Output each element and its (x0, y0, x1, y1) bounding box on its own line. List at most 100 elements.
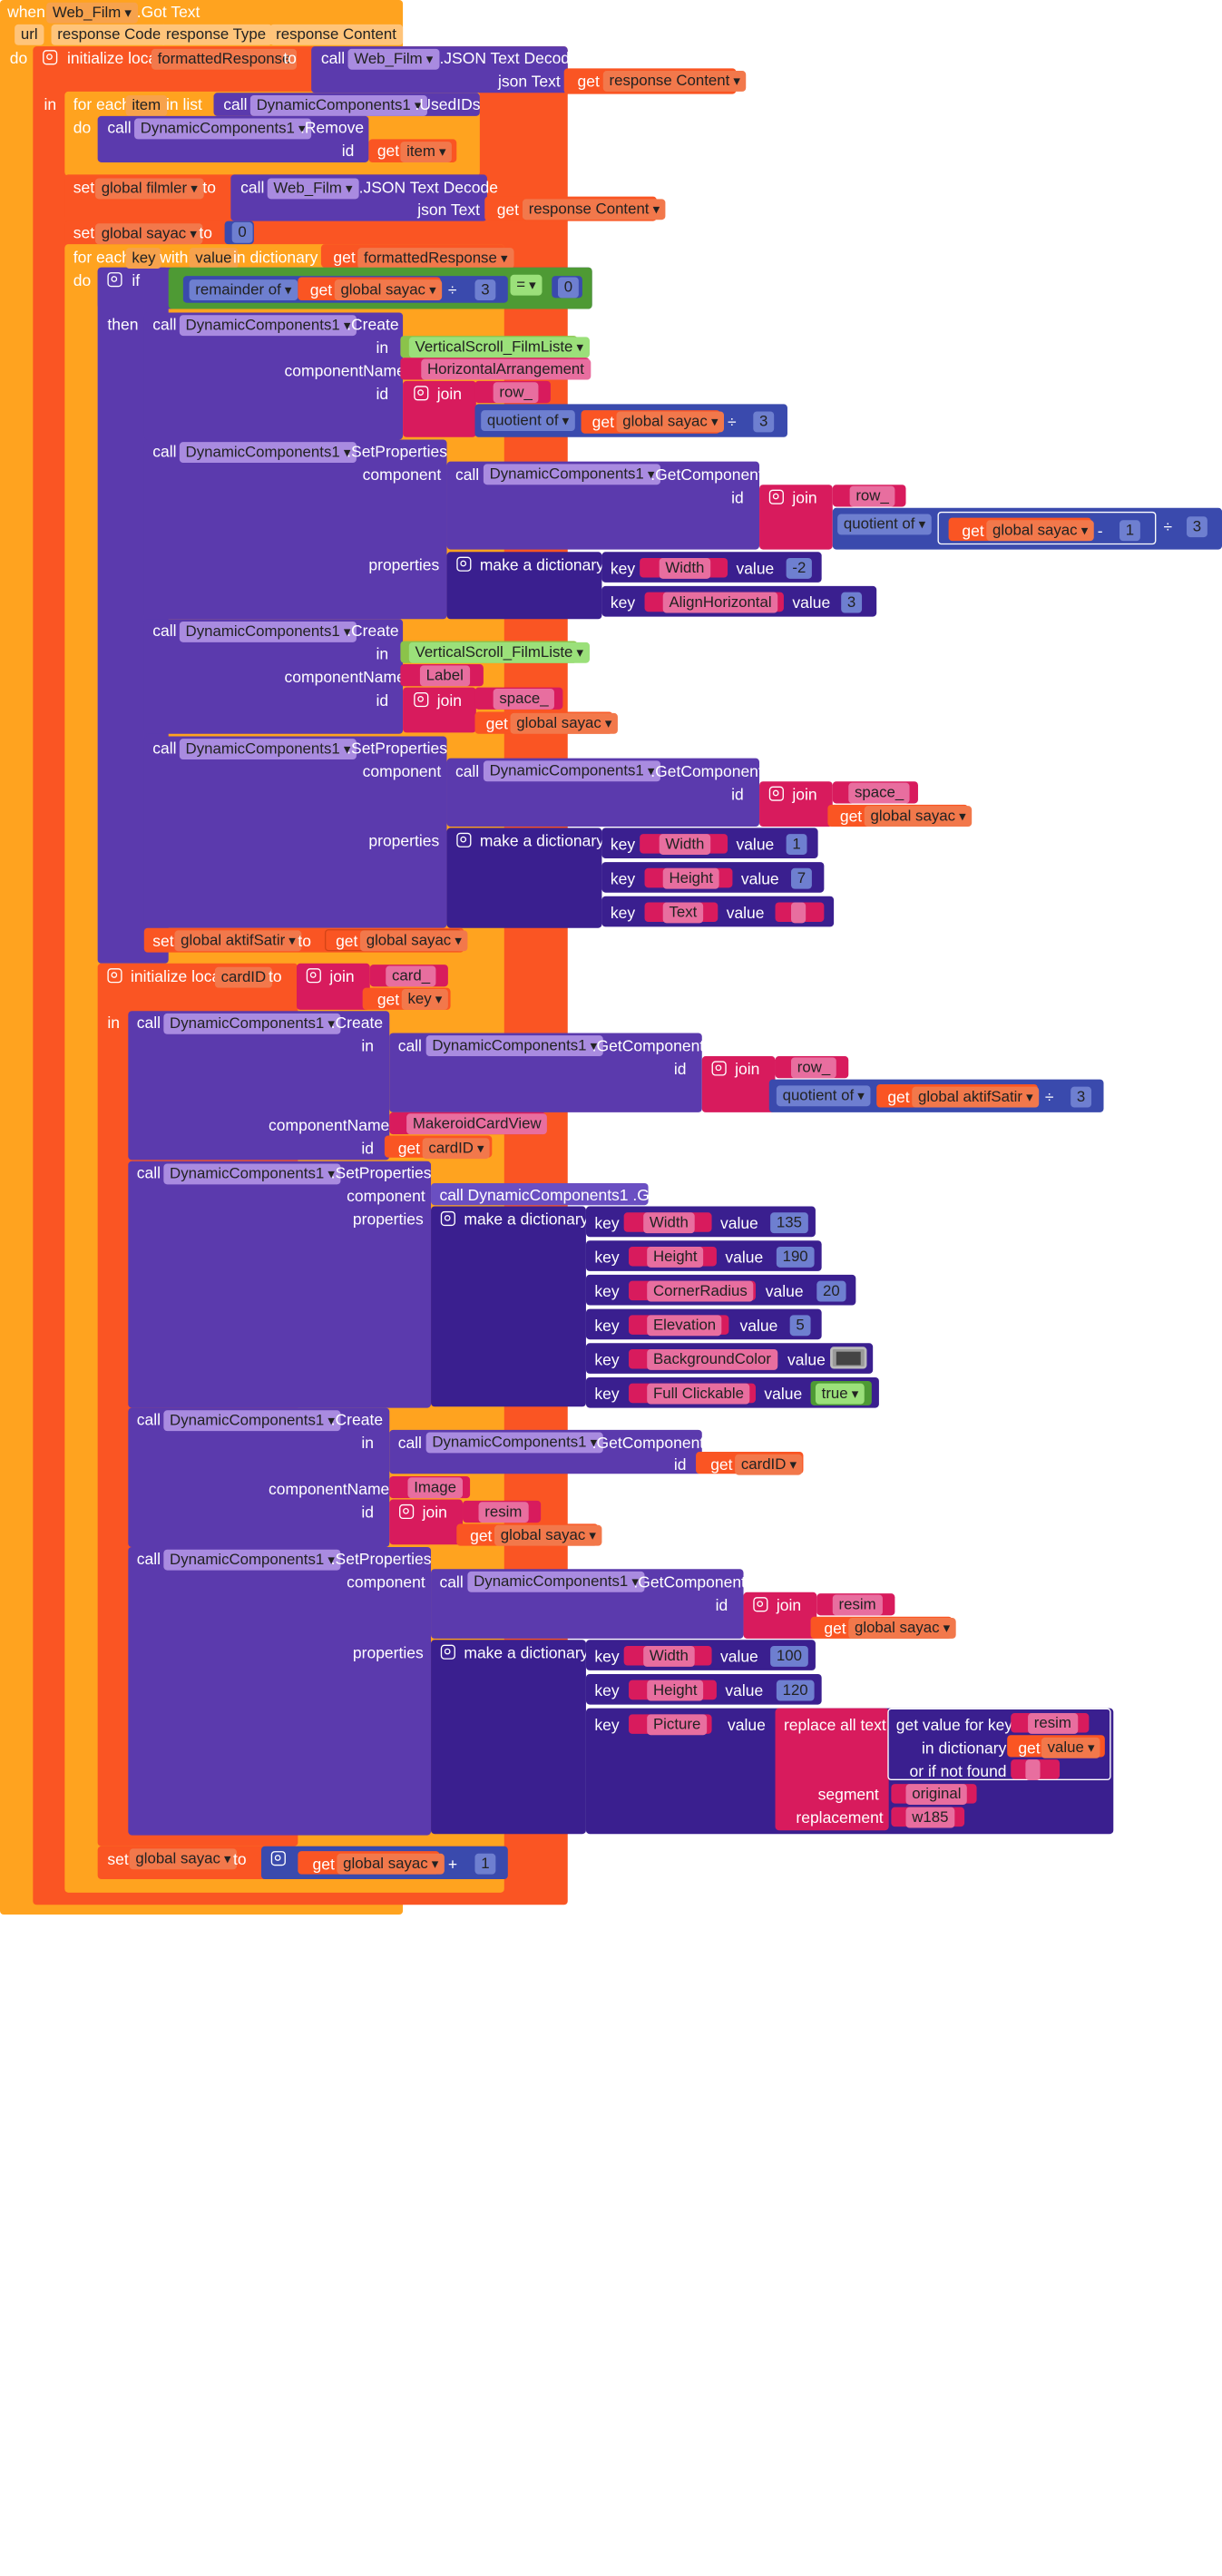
var-name-field[interactable]: cardID (214, 966, 272, 988)
var-dropdown[interactable]: global sayac (334, 279, 443, 301)
set-properties-block[interactable] (128, 1161, 432, 1408)
number-field[interactable]: 1 (1119, 520, 1140, 542)
dyn-dropdown[interactable]: DynamicComponents1 (179, 442, 357, 464)
dyn-dropdown[interactable]: DynamicComponents1 (134, 118, 312, 140)
number-field[interactable]: 0 (557, 277, 579, 299)
vscroll-dropdown[interactable]: VerticalScroll_FilmListe (408, 337, 590, 358)
vscroll-dropdown[interactable]: VerticalScroll_FilmListe (408, 642, 590, 663)
number-field[interactable]: 7 (791, 867, 812, 889)
text-field[interactable]: Width (643, 1212, 695, 1234)
gear-icon[interactable] (768, 786, 784, 801)
var-dropdown[interactable]: value (1041, 1737, 1101, 1758)
var-dropdown[interactable]: global sayac (510, 712, 619, 734)
gear-icon[interactable] (414, 692, 429, 708)
value-var-field[interactable]: value (189, 248, 239, 269)
number-field[interactable]: 135 (770, 1212, 808, 1234)
gear-icon[interactable] (753, 1597, 768, 1612)
text-field[interactable]: card_ (386, 965, 436, 987)
replace-all-block[interactable] (775, 1708, 889, 1831)
set-properties-block[interactable] (128, 1547, 432, 1836)
text-field[interactable]: Width (643, 1646, 695, 1667)
dyn-dropdown[interactable]: DynamicComponents1 (179, 739, 357, 760)
number-field[interactable]: 3 (1070, 1086, 1091, 1108)
gear-icon[interactable] (43, 50, 58, 65)
text-field[interactable]: resim (478, 1502, 529, 1523)
var-dropdown[interactable]: global sayac (129, 1848, 238, 1870)
text-field[interactable]: MakeroidCardView (406, 1113, 548, 1135)
number-field[interactable]: 3 (1187, 516, 1207, 538)
var-name-field[interactable]: formattedResponse (151, 48, 298, 70)
var-dropdown[interactable]: response Content (522, 199, 666, 220)
var-dropdown[interactable]: formattedResponse (357, 248, 514, 269)
var-dropdown[interactable]: global aktifSatir (174, 930, 302, 952)
text-field[interactable]: Elevation (647, 1315, 722, 1337)
var-dropdown[interactable]: global aktifSatir (912, 1086, 1040, 1108)
var-dropdown[interactable]: global sayac (864, 806, 973, 828)
var-dropdown[interactable]: key (401, 989, 448, 1010)
var-dropdown[interactable]: global sayac (616, 411, 725, 433)
text-field[interactable]: Width (659, 557, 711, 579)
op-dropdown[interactable]: quotient of (776, 1085, 871, 1107)
param-url[interactable]: url (15, 24, 44, 45)
text-field[interactable]: space_ (848, 782, 910, 804)
dyn-dropdown[interactable]: DynamicComponents1 (163, 1410, 341, 1432)
var-dropdown[interactable]: cardID (422, 1138, 491, 1160)
dyn-dropdown[interactable]: DynamicComponents1 (179, 315, 357, 337)
dyn-dropdown[interactable]: DynamicComponents1 (179, 621, 357, 642)
gear-icon[interactable] (399, 1503, 415, 1520)
text-field[interactable]: HorizontalArrangement (421, 358, 591, 380)
component-dropdown[interactable]: Web_Film (46, 2, 138, 24)
op-dropdown[interactable]: quotient of (481, 410, 575, 432)
text-field[interactable]: original (905, 1784, 968, 1805)
text-field[interactable]: resim (832, 1594, 883, 1616)
gear-icon[interactable] (107, 272, 122, 288)
make-dictionary-block[interactable] (446, 552, 602, 620)
dyn-dropdown[interactable]: DynamicComponents1 (467, 1571, 645, 1592)
var-dropdown[interactable]: item (400, 142, 453, 162)
color-swatch[interactable] (830, 1347, 867, 1369)
loop-var-field[interactable]: item (125, 94, 167, 116)
dyn-dropdown[interactable]: DynamicComponents1 (249, 94, 428, 116)
number-field[interactable]: 3 (841, 592, 863, 613)
dyn-dropdown[interactable]: DynamicComponents1 (163, 1013, 341, 1034)
boolean-dropdown[interactable]: true (815, 1383, 865, 1405)
var-dropdown[interactable]: global sayac (986, 520, 1094, 542)
dyn-dropdown[interactable]: DynamicComponents1 (483, 760, 661, 782)
var-dropdown[interactable]: global sayac (848, 1618, 956, 1639)
number-field[interactable]: 3 (753, 411, 775, 433)
number-field[interactable]: 3 (474, 279, 496, 301)
text-field[interactable]: row_ (791, 1057, 836, 1079)
gear-icon[interactable] (270, 1851, 286, 1866)
dyn-dropdown[interactable]: DynamicComponents1 (483, 464, 661, 485)
gear-icon[interactable] (456, 556, 472, 572)
text-field[interactable]: AlignHorizontal (662, 592, 778, 613)
var-dropdown[interactable]: global sayac (337, 1853, 445, 1875)
text-field[interactable]: Full Clickable (647, 1383, 750, 1405)
number-field[interactable]: 1 (474, 1853, 496, 1875)
var-dropdown[interactable]: global sayac (494, 1524, 602, 1546)
gear-icon[interactable] (306, 968, 321, 984)
gear-icon[interactable] (768, 489, 784, 504)
make-dictionary-block[interactable] (446, 828, 602, 928)
op-dropdown[interactable]: = (510, 274, 543, 296)
text-field[interactable]: w185 (905, 1807, 955, 1828)
text-field[interactable] (1025, 1759, 1041, 1781)
text-field[interactable]: row_ (849, 485, 895, 507)
text-field[interactable] (791, 902, 807, 924)
text-field[interactable]: BackgroundColor (647, 1348, 777, 1370)
text-field[interactable]: resim (1028, 1713, 1078, 1734)
dyn-dropdown[interactable]: DynamicComponents1 (425, 1432, 603, 1454)
gear-icon[interactable] (107, 968, 122, 984)
join-block[interactable] (759, 485, 833, 550)
param-response-type[interactable]: response Type (160, 24, 272, 45)
set-properties-block[interactable] (143, 439, 447, 620)
text-field[interactable]: Label (419, 665, 470, 687)
text-field[interactable]: Image (407, 1477, 463, 1499)
number-field[interactable]: -2 (786, 557, 813, 579)
gear-icon[interactable] (711, 1061, 727, 1076)
text-field[interactable]: row_ (493, 382, 539, 404)
var-dropdown[interactable]: global sayac (94, 223, 203, 245)
number-field[interactable]: 0 (231, 221, 253, 243)
set-properties-block[interactable] (143, 736, 447, 928)
